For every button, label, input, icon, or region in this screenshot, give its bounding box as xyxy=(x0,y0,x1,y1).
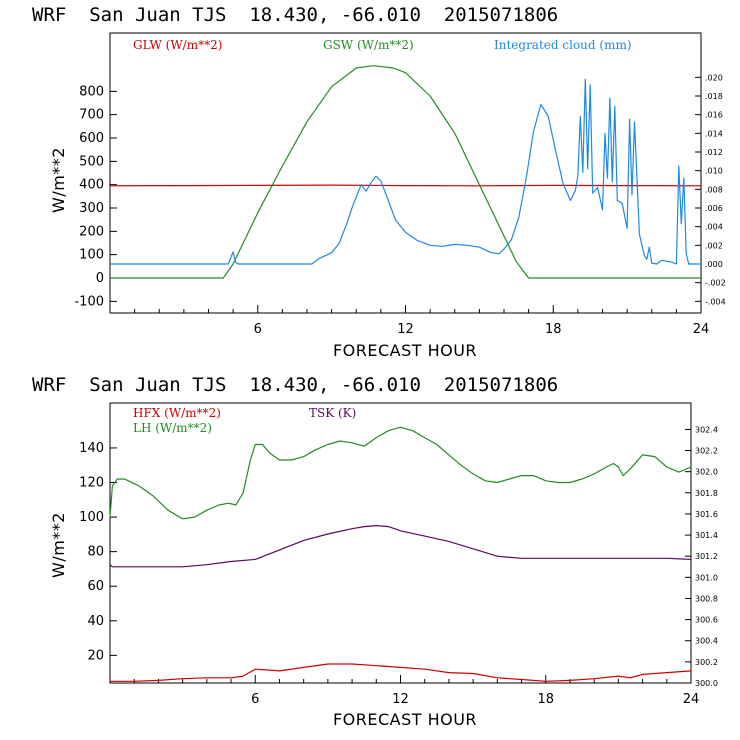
y2-tick-label: 302.4 xyxy=(695,425,718,434)
chart-1-y2-ticks: -.004 -.002 .000 .002 .004 .006 .008 .010 .012 .0… xyxy=(695,73,726,306)
chart-1-y-axis-label: W/m**2 xyxy=(49,147,68,213)
chart-1-legend-gsw: GSW (W/m**2) xyxy=(323,38,414,52)
y-tick-label: -100 xyxy=(74,294,104,309)
chart-2-y-ticks: 20 40 60 80 100 120 140 xyxy=(79,441,117,663)
chart-2-x-ticks: 6 12 18 24 xyxy=(109,675,700,707)
series-line-1 xyxy=(109,426,692,520)
y2-tick-label: .012 xyxy=(705,148,723,157)
chart-1-x-axis-label: FORECAST HOUR xyxy=(333,341,477,360)
x-tick-label: 18 xyxy=(537,692,554,707)
y-tick-label: 200 xyxy=(79,224,104,239)
y2-tick-label: 300.0 xyxy=(695,679,718,688)
chart-2-plot-frame xyxy=(109,402,692,684)
y2-tick-label: 301.6 xyxy=(695,510,718,519)
x-tick-label: 6 xyxy=(251,692,259,707)
y2-tick-label: -.002 xyxy=(705,279,726,288)
y2-tick-label: 300.8 xyxy=(695,594,718,603)
y-tick-label: 140 xyxy=(79,441,104,456)
x-tick-label: 12 xyxy=(392,692,409,707)
chart-1-legend-glw: GLW (W/m**2) xyxy=(133,38,222,52)
series-line-2 xyxy=(110,78,701,265)
y2-tick-label: .000 xyxy=(705,260,723,269)
y-tick-label: 100 xyxy=(79,510,104,525)
x-tick-label: 24 xyxy=(693,322,710,337)
y2-tick-label: 301.4 xyxy=(695,531,718,540)
y2-tick-label: .010 xyxy=(705,167,723,176)
y2-tick-label: .020 xyxy=(705,73,723,82)
x-tick-label: 6 xyxy=(254,322,262,337)
y-tick-label: 600 xyxy=(79,131,104,146)
y2-tick-label: 300.6 xyxy=(695,616,718,625)
y-tick-label: 300 xyxy=(79,201,104,216)
chart-2-x-axis-label: FORECAST HOUR xyxy=(333,710,477,729)
y2-tick-label: .008 xyxy=(705,185,723,194)
y2-tick-label: .014 xyxy=(705,129,723,138)
y-tick-label: 800 xyxy=(79,84,104,99)
y2-tick-label: -.004 xyxy=(705,297,726,306)
y2-tick-label: .018 xyxy=(705,92,723,101)
chart-2-series xyxy=(109,426,692,682)
x-tick-label: 24 xyxy=(683,692,700,707)
chart-2-title: WRF San Juan TJS 18.430, -66.010 2015071… xyxy=(32,374,558,396)
y2-tick-label: 300.4 xyxy=(695,637,718,646)
chart-2-legend-tsk: TSK (K) xyxy=(309,406,356,420)
series-line-2 xyxy=(109,524,692,568)
chart-2-y-axis-label: W/m**2 xyxy=(49,512,68,578)
chart-radiation-cloud: WRF San Juan TJS 18.430, -66.010 2015071… xyxy=(32,4,726,360)
y-tick-label: 60 xyxy=(87,579,104,594)
chart-2-legend-hfx: HFX (W/m**2) xyxy=(133,406,221,420)
x-tick-label: 12 xyxy=(397,322,414,337)
chart-surface-fluxes: WRF San Juan TJS 18.430, -66.010 2015071… xyxy=(32,374,718,729)
y-tick-label: 0 xyxy=(96,271,104,286)
series-line-1 xyxy=(110,65,701,279)
chart-2-y2-ticks: 300.0 300.2 300.4 300.6 300.8 301.0 301.2 301.4… xyxy=(685,425,718,688)
chart-1-title: WRF San Juan TJS 18.430, -66.010 2015071… xyxy=(32,4,558,26)
y-tick-label: 700 xyxy=(79,108,104,123)
y2-tick-label: 300.2 xyxy=(695,658,718,667)
y-tick-label: 500 xyxy=(79,154,104,169)
y2-tick-label: 302.0 xyxy=(695,468,718,477)
chart-1-y-ticks: -100 0 100 200 300 400 500 600 700 800 xyxy=(74,84,117,309)
chart-2-legend-lh: LH (W/m**2) xyxy=(133,421,212,435)
y2-tick-label: 301.2 xyxy=(695,552,718,561)
y-tick-label: 40 xyxy=(87,614,104,629)
y2-tick-label: .006 xyxy=(705,204,723,213)
y2-tick-label: 301.0 xyxy=(695,573,718,582)
y2-tick-label: 301.8 xyxy=(695,489,718,498)
chart-1-legend-cloud: Integrated cloud (mm) xyxy=(494,38,632,52)
chart-1-series xyxy=(109,65,702,279)
y2-tick-label: .004 xyxy=(705,223,723,232)
x-tick-label: 18 xyxy=(545,322,562,337)
series-line-0 xyxy=(110,663,692,682)
y-tick-label: 100 xyxy=(79,248,104,263)
y-tick-label: 120 xyxy=(79,476,104,491)
y-tick-label: 80 xyxy=(87,545,104,560)
y2-tick-label: .016 xyxy=(705,111,723,120)
y2-tick-label: .002 xyxy=(705,241,723,250)
y2-tick-label: 302.2 xyxy=(695,447,718,456)
y-tick-label: 20 xyxy=(87,648,104,663)
chart-1-x-ticks: 6 12 18 24 xyxy=(109,305,710,337)
series-line-0 xyxy=(109,184,702,187)
y-tick-label: 400 xyxy=(79,178,104,193)
